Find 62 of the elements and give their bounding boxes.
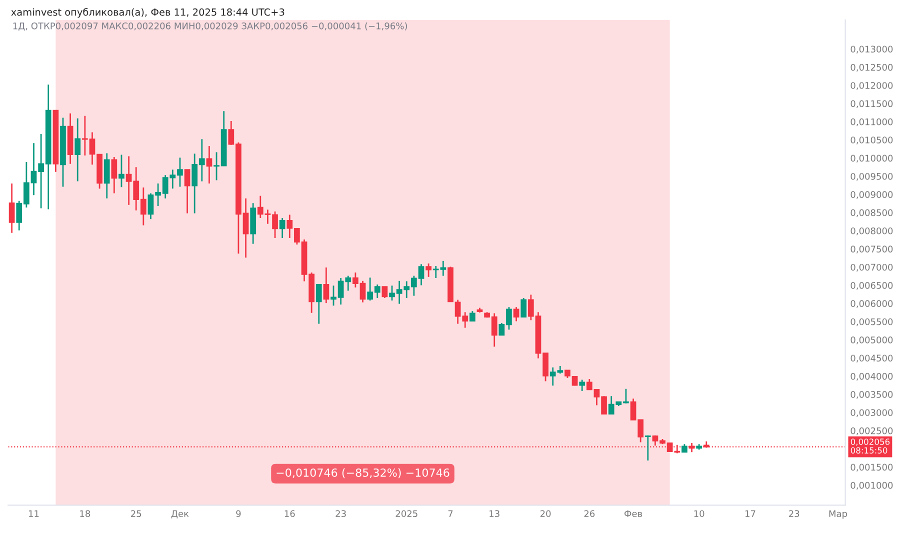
x-tick-label: 7 [448, 510, 453, 517]
candlestick [382, 286, 388, 299]
x-tick-label: 9 [236, 510, 241, 518]
y-tick-label: 0,008000 [850, 227, 893, 236]
candlestick [513, 306, 520, 322]
x-tick-label: 25 [131, 510, 142, 518]
y-tick-label: 0,010500 [850, 136, 893, 144]
candlestick [520, 297, 527, 318]
band-label: −0,010746 (−85,32%) −10746 [276, 468, 450, 478]
candlestick [206, 145, 212, 184]
y-tick-label: 0,009000 [850, 191, 893, 199]
x-tick-label: 11 [28, 510, 39, 517]
x-tick-label: 18 [80, 510, 90, 518]
y-tick-label: 0,010000 [850, 154, 893, 163]
candlestick [316, 284, 322, 324]
y-tick-label: 0,009500 [850, 172, 893, 181]
y-tick-label: 0,011500 [850, 100, 893, 108]
candlestick [118, 154, 124, 188]
y-tick-label: 0,006000 [850, 300, 893, 308]
candlestick [426, 262, 432, 278]
candlestick [184, 168, 190, 214]
x-tick-label: 20 [540, 510, 551, 518]
y-tick-label: 0,001000 [850, 482, 893, 490]
candlestick [323, 266, 330, 304]
x-tick-label: 13 [490, 510, 500, 518]
x-tick-label: Мар [829, 510, 848, 519]
x-tick-label: 26 [584, 510, 595, 518]
chart-subtitle: 1Д, ОТКР0,002097 МАКС0,002206 МИН0,002029 ЗАКР0,002056 −0,000041 (−1,96%) [13, 22, 407, 31]
candlestick [644, 434, 651, 462]
x-tick-label: 2025 [396, 510, 418, 518]
candlestick [279, 217, 286, 239]
y-tick-label: 0,003500 [850, 391, 893, 399]
x-tick-label: 10 [694, 510, 704, 518]
y-tick-label: 0,008500 [850, 209, 893, 218]
y-tick-label: 0,007000 [850, 264, 893, 272]
ref-line-label: 0,002056 08:15:50 [850, 438, 890, 454]
y-tick-label: 0,005000 [850, 336, 893, 344]
x-tick-label: 23 [789, 510, 800, 518]
x-tick-label: Дек [171, 510, 189, 518]
y-tick-label: 0,011000 [850, 118, 893, 126]
candlestick [579, 379, 586, 392]
y-tick-label: 0,007500 [850, 246, 893, 254]
y-tick-label: 0,013000 [850, 46, 893, 54]
x-tick-label: 16 [284, 510, 295, 518]
y-tick-label: 0,004000 [850, 372, 893, 381]
candlestick [74, 118, 81, 182]
y-tick-label: 0,006500 [850, 282, 893, 290]
x-tick-label: 17 [746, 510, 756, 517]
x-tick-label: 23 [336, 510, 346, 518]
x-tick-label: Фев [624, 510, 642, 518]
y-tick-label: 0,002500 [850, 427, 893, 436]
y-tick-label: 0,003000 [850, 409, 893, 417]
y-tick-label: 0,012000 [850, 82, 893, 90]
y-tick-label: 0,001500 [850, 464, 893, 472]
candlestick [111, 156, 118, 194]
y-tick-label: 0,004500 [850, 354, 893, 362]
chart-title: xaminvest опубликовал(а), Фев 11, 2025 18:44 UTC+3 [11, 8, 284, 18]
candlestick [8, 182, 15, 234]
candlestick [104, 152, 110, 200]
y-tick-label: 0,012500 [850, 64, 893, 72]
candlestick [469, 310, 476, 322]
y-tick-label: 0,005500 [850, 318, 893, 326]
